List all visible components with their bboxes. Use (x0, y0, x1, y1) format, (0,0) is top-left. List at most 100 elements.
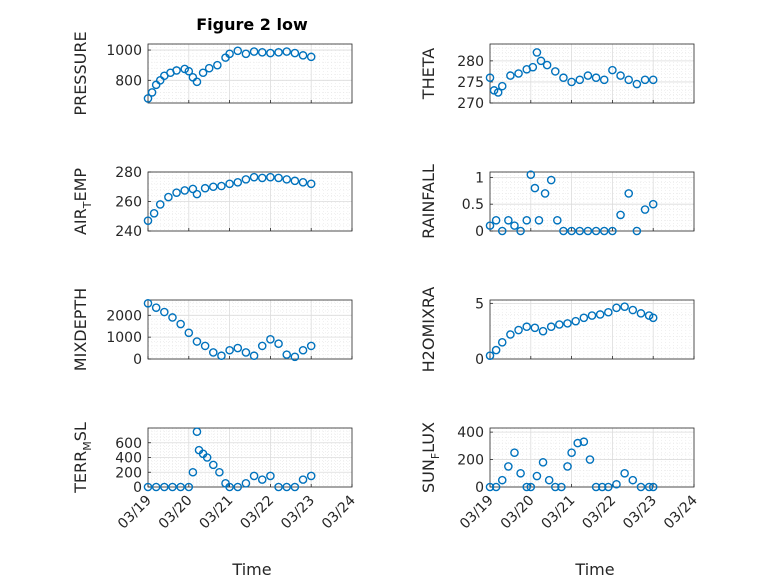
y-tick-label: 0 (133, 480, 142, 496)
data-point (493, 88, 503, 97)
data-point (640, 75, 650, 85)
data-point (306, 52, 316, 62)
x-tick-label: 03/22 (579, 493, 619, 533)
y-axis-label: H2OMIXRA (419, 287, 438, 373)
data-point (241, 348, 251, 357)
data-point (192, 337, 202, 346)
data-point (575, 75, 585, 85)
data-point (559, 226, 568, 236)
data-point (504, 462, 513, 471)
y-tick-label: 1 (475, 170, 484, 186)
data-point (306, 341, 316, 351)
data-point (306, 179, 316, 189)
y-axis-label: PRESSURE (71, 31, 90, 115)
data-point (491, 345, 501, 355)
data-point (266, 48, 275, 58)
data-point (143, 216, 153, 225)
y-tick-label: 260 (115, 195, 142, 211)
data-point (628, 475, 638, 485)
data-point (249, 172, 259, 182)
x-tick-label: 03/23 (278, 493, 318, 533)
data-point (522, 482, 532, 492)
x-axis-label-left: Time (231, 560, 271, 579)
data-point (644, 311, 654, 320)
data-point (506, 330, 515, 339)
panel-h2omixra: 0 5 H2OMIXRA (419, 287, 695, 373)
axes-box (147, 43, 353, 104)
y-axis-label: SUNFLUX (419, 422, 442, 493)
data-point (530, 183, 540, 193)
data-point (143, 482, 153, 492)
data-point (143, 94, 153, 103)
y-tick-label: 280 (115, 165, 142, 181)
data-point (188, 184, 198, 194)
data-point (563, 319, 572, 328)
data-point (506, 71, 515, 80)
data-point (485, 73, 495, 83)
data-point (298, 51, 308, 60)
data-point (530, 323, 540, 333)
data-point (579, 313, 589, 323)
data-point (591, 482, 601, 492)
x-tick-label: 03/19 (115, 493, 155, 533)
data-point (636, 482, 646, 492)
data-point (497, 338, 507, 347)
data-point (176, 482, 185, 492)
x-tick-label: 03/22 (237, 493, 277, 533)
data-point (192, 77, 202, 87)
data-point (532, 471, 542, 481)
data-point (534, 215, 544, 225)
data-point (200, 341, 210, 351)
y-tick-label: 1000 (106, 43, 142, 59)
data-point (282, 175, 292, 184)
data-point (612, 303, 621, 313)
data-point (540, 189, 550, 198)
data-point (587, 311, 597, 320)
plot-area (490, 428, 694, 487)
data-point (215, 467, 224, 477)
data-point (522, 215, 532, 225)
data-point (155, 200, 165, 209)
data-point (567, 448, 576, 457)
data-point (147, 88, 157, 97)
data-point (591, 226, 601, 236)
data-point (208, 460, 218, 470)
data-point (532, 48, 542, 57)
y-tick-label: 270 (457, 96, 484, 112)
data-point (567, 77, 576, 87)
data-point (648, 482, 658, 492)
data-point (497, 475, 507, 485)
data-point (536, 56, 546, 66)
data-point (233, 482, 243, 492)
data-point (180, 186, 190, 195)
data-point (208, 182, 218, 192)
y-tick-label: 2000 (106, 308, 142, 324)
data-point (485, 221, 495, 230)
data-point (514, 325, 523, 335)
data-point (225, 482, 234, 492)
y-axis-label: RAINFALL (419, 164, 438, 239)
data-point (616, 210, 625, 220)
y-tick-label: 1000 (106, 330, 142, 346)
data-point (217, 351, 226, 361)
y-tick-label: 600 (115, 436, 142, 452)
data-point (266, 335, 275, 344)
data-point (290, 352, 300, 362)
data-point (168, 482, 177, 492)
data-point (640, 205, 650, 214)
data-point (620, 302, 629, 311)
figure-title: Figure 2 low (196, 15, 308, 34)
data-point (151, 303, 161, 312)
data-point (544, 475, 554, 485)
plot-area (490, 300, 694, 359)
x-tick-label: 03/23 (620, 493, 660, 533)
data-point (604, 482, 613, 492)
y-tick-label: 275 (457, 75, 484, 91)
data-point (290, 48, 300, 58)
data-point (266, 172, 275, 182)
data-point (546, 175, 556, 185)
data-point (164, 192, 173, 202)
data-point (485, 351, 495, 360)
data-point (522, 322, 532, 332)
